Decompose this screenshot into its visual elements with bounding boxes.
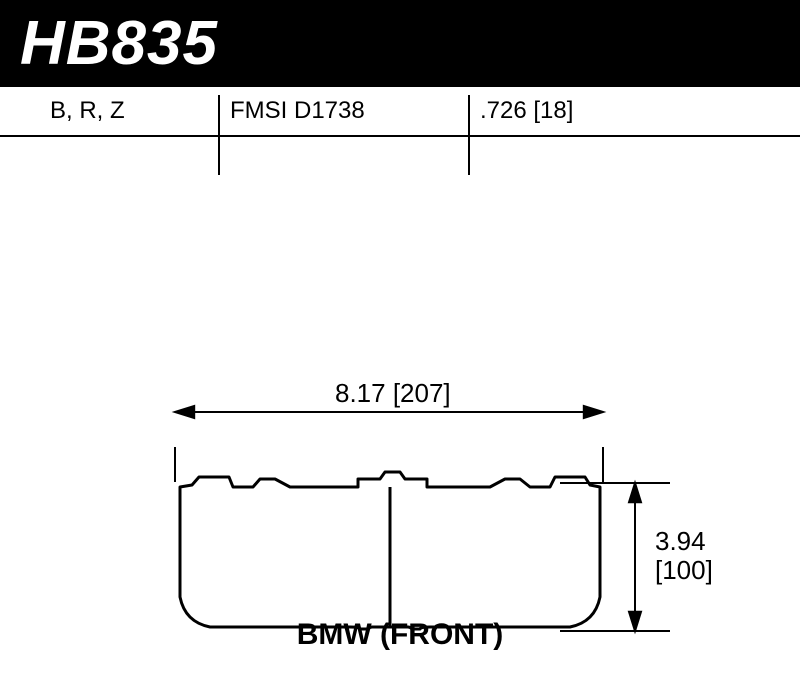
height-dimension (560, 483, 670, 631)
header-bar: HB835 (0, 0, 800, 87)
height-label-mm: [100] (655, 555, 713, 585)
diagram-area: 8.17 [207] 3.94 [100] (0, 137, 800, 617)
thickness-mm: [18] (533, 97, 573, 124)
brake-pad-diagram: 8.17 [207] 3.94 [100] (0, 137, 800, 677)
fmsi-cell: FMSI D1738 (230, 97, 480, 125)
thickness-in: .726 (480, 97, 527, 124)
pad-outline (180, 472, 600, 629)
compounds-cell: B, R, Z (50, 97, 230, 125)
thickness-cell: .726 [18] (480, 97, 800, 125)
width-label: 8.17 [207] (335, 378, 451, 408)
application-label: BMW (FRONT) (0, 618, 800, 652)
info-row: B, R, Z FMSI D1738 .726 [18] (0, 87, 800, 137)
part-number: HB835 (20, 9, 218, 78)
height-label-in: 3.94 (655, 526, 706, 556)
